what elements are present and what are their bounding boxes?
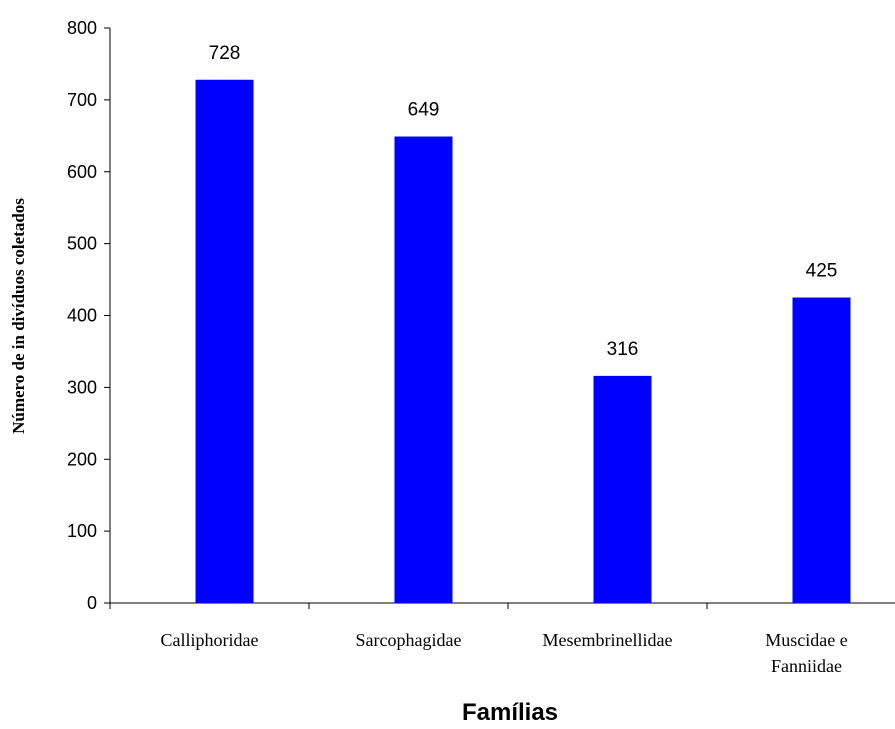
y-tick-label: 800 [67,18,97,38]
y-tick-label: 100 [67,521,97,541]
category-label: Calliphoridae [161,630,259,650]
data-label: 425 [806,261,838,282]
category-label: Fanniidae [771,656,842,676]
bars [195,79,851,603]
category-label: Sarcophagidae [356,630,462,650]
bar [593,375,652,603]
y-tick-label: 0 [87,593,97,613]
data-label: 649 [408,100,440,121]
category-label: Mesembrinellidae [543,630,673,650]
y-axis-title: Número de in divíduos coletados [9,198,28,434]
data-label: 728 [209,43,241,64]
y-tick-label: 700 [67,90,97,110]
x-axis [109,602,895,609]
y-tick-label: 400 [67,306,97,326]
bar [195,79,254,603]
x-axis-title: Famílias [462,699,558,726]
y-axis: 0 100 200 300 400 500 600 700 800 [67,18,111,613]
category-label: Muscidae e [765,630,847,650]
bar [792,297,851,603]
y-tick-label: 200 [67,449,97,469]
bar [394,136,453,603]
y-tick-label: 500 [67,234,97,254]
y-tick-label: 600 [67,162,97,182]
category-labels: Calliphoridae Sarcophagidae Mesembrinellid… [161,630,848,676]
data-labels: 728 649 316 425 [209,43,838,360]
y-tick-label: 300 [67,377,97,397]
data-label: 316 [607,339,639,360]
